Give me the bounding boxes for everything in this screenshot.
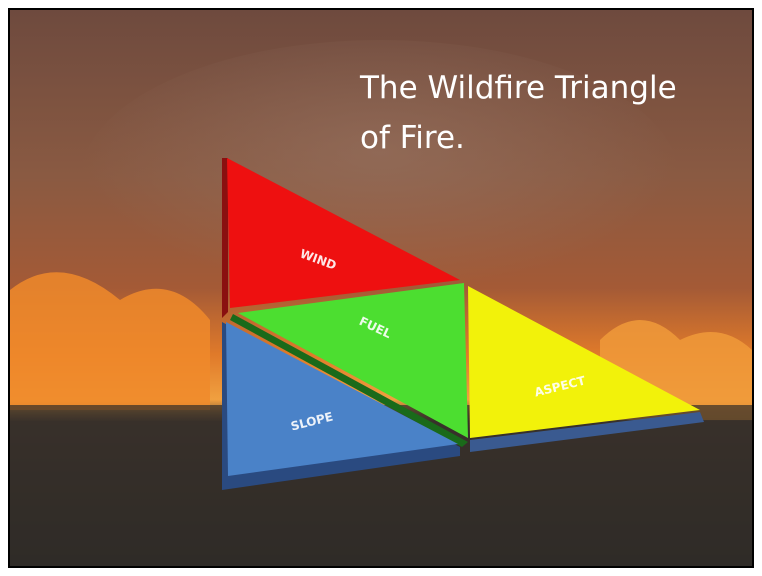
slide: The Wildfire Triangle of Fire. WIND FUEL… xyxy=(0,0,762,576)
title-line: of Fire. xyxy=(360,120,465,156)
wind-edge xyxy=(222,158,228,318)
page: {"slide": {"title_lines": ["The Wildfire… xyxy=(0,0,762,576)
title-line: The Wildfire Triangle xyxy=(359,70,677,106)
